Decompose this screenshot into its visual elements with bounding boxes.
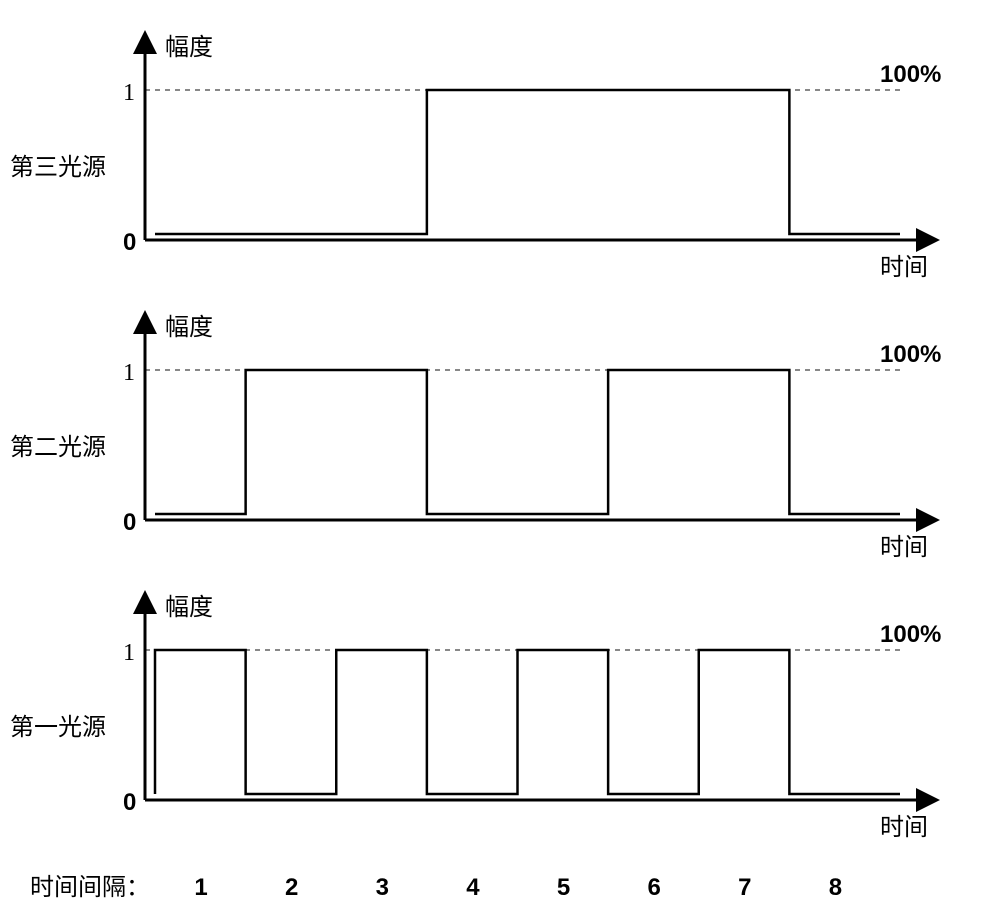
panel-name: 第一光源 xyxy=(10,714,106,741)
timeline-7: 7 xyxy=(738,874,751,901)
x-axis-title: 时间 xyxy=(880,814,928,841)
waveform xyxy=(155,650,900,794)
panel-0: 幅度时间 100% 1 0 第三光源 xyxy=(10,30,941,281)
waveform xyxy=(155,90,900,234)
waveform xyxy=(155,370,900,514)
tick-1: 1 xyxy=(123,80,135,106)
panel-name: 第三光源 xyxy=(10,154,106,181)
timeline-5: 5 xyxy=(557,874,570,901)
tick-0: 0 xyxy=(123,509,136,536)
panel-1: 幅度时间 100% 1 0 第二光源 xyxy=(10,310,941,561)
y-axis-title: 幅度 xyxy=(165,34,213,61)
hundred-label: 100% xyxy=(880,61,941,88)
tick-0: 0 xyxy=(123,229,136,256)
y-axis-title: 幅度 xyxy=(165,594,213,621)
timeline-8: 8 xyxy=(829,874,842,901)
hundred-label: 100% xyxy=(880,341,941,368)
tick-1: 1 xyxy=(123,360,135,386)
timeline-1: 1 xyxy=(194,874,207,901)
panel-name: 第二光源 xyxy=(10,434,106,461)
y-axis-title: 幅度 xyxy=(165,314,213,341)
hundred-label: 100% xyxy=(880,621,941,648)
timeline-6: 6 xyxy=(647,874,660,901)
tick-1: 1 xyxy=(123,640,135,666)
x-axis-title: 时间 xyxy=(880,254,928,281)
timeline-prefix: 时间间隔： xyxy=(30,874,150,901)
timeline-2: 2 xyxy=(285,874,298,901)
tick-0: 0 xyxy=(123,789,136,816)
x-axis-title: 时间 xyxy=(880,534,928,561)
timeline-4: 4 xyxy=(466,874,480,901)
timeline-3: 3 xyxy=(376,874,389,901)
panel-2: 幅度时间 100% 1 0 第一光源 xyxy=(10,590,941,841)
